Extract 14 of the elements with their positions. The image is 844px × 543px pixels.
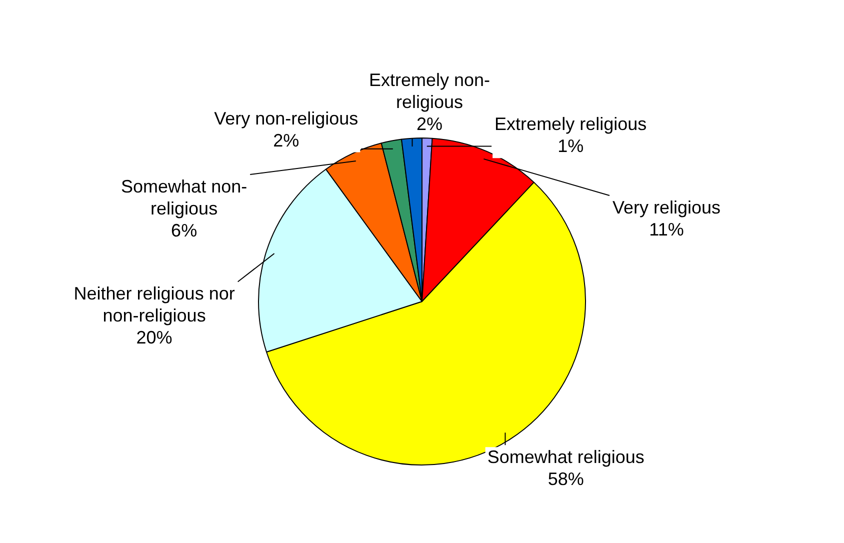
slice-label: Very religious [612, 197, 721, 218]
data-label: 2% [273, 130, 300, 150]
slice-label: Somewhat religious [487, 447, 644, 468]
data-label: 20% [136, 328, 172, 348]
slice-label: Extremely non-religious [368, 70, 490, 112]
data-label: 58% [548, 469, 584, 490]
data-label: 2% [416, 114, 443, 134]
slice-label: Extremely religious [494, 114, 647, 134]
slice-label: Somewhat non-religious [121, 176, 248, 219]
data-label: 6% [171, 220, 198, 241]
slice-label: Very non-religious [214, 108, 358, 128]
data-label: 11% [649, 219, 684, 240]
slice-label: Neither religious nor non-religious [74, 284, 235, 326]
data-label: 1% [558, 136, 584, 156]
